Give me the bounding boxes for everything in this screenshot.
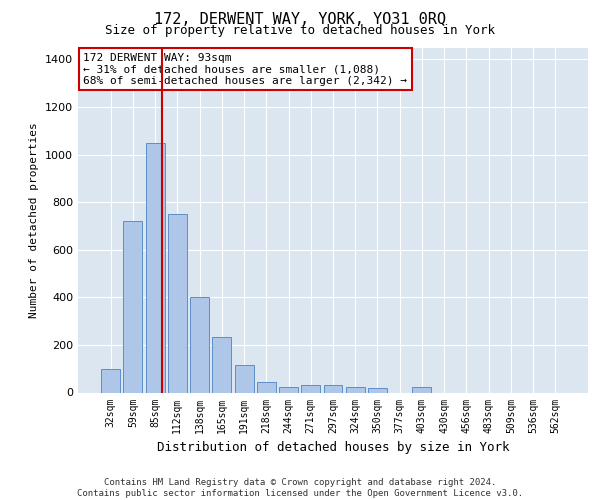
- Bar: [279, 386, 298, 392]
- Bar: [368, 388, 387, 392]
- Bar: [257, 382, 276, 392]
- Text: Size of property relative to detached houses in York: Size of property relative to detached ho…: [105, 24, 495, 37]
- Bar: [301, 386, 320, 392]
- Bar: [235, 365, 254, 392]
- Bar: [146, 142, 164, 392]
- Bar: [190, 298, 209, 392]
- Bar: [323, 386, 343, 392]
- Text: 172 DERWENT WAY: 93sqm
← 31% of detached houses are smaller (1,088)
68% of semi-: 172 DERWENT WAY: 93sqm ← 31% of detached…: [83, 52, 407, 86]
- Bar: [212, 336, 231, 392]
- Y-axis label: Number of detached properties: Number of detached properties: [29, 122, 40, 318]
- Bar: [346, 386, 365, 392]
- Bar: [101, 368, 120, 392]
- Bar: [168, 214, 187, 392]
- Bar: [412, 386, 431, 392]
- X-axis label: Distribution of detached houses by size in York: Distribution of detached houses by size …: [157, 441, 509, 454]
- Text: 172, DERWENT WAY, YORK, YO31 0RQ: 172, DERWENT WAY, YORK, YO31 0RQ: [154, 12, 446, 28]
- Bar: [124, 221, 142, 392]
- Text: Contains HM Land Registry data © Crown copyright and database right 2024.
Contai: Contains HM Land Registry data © Crown c…: [77, 478, 523, 498]
